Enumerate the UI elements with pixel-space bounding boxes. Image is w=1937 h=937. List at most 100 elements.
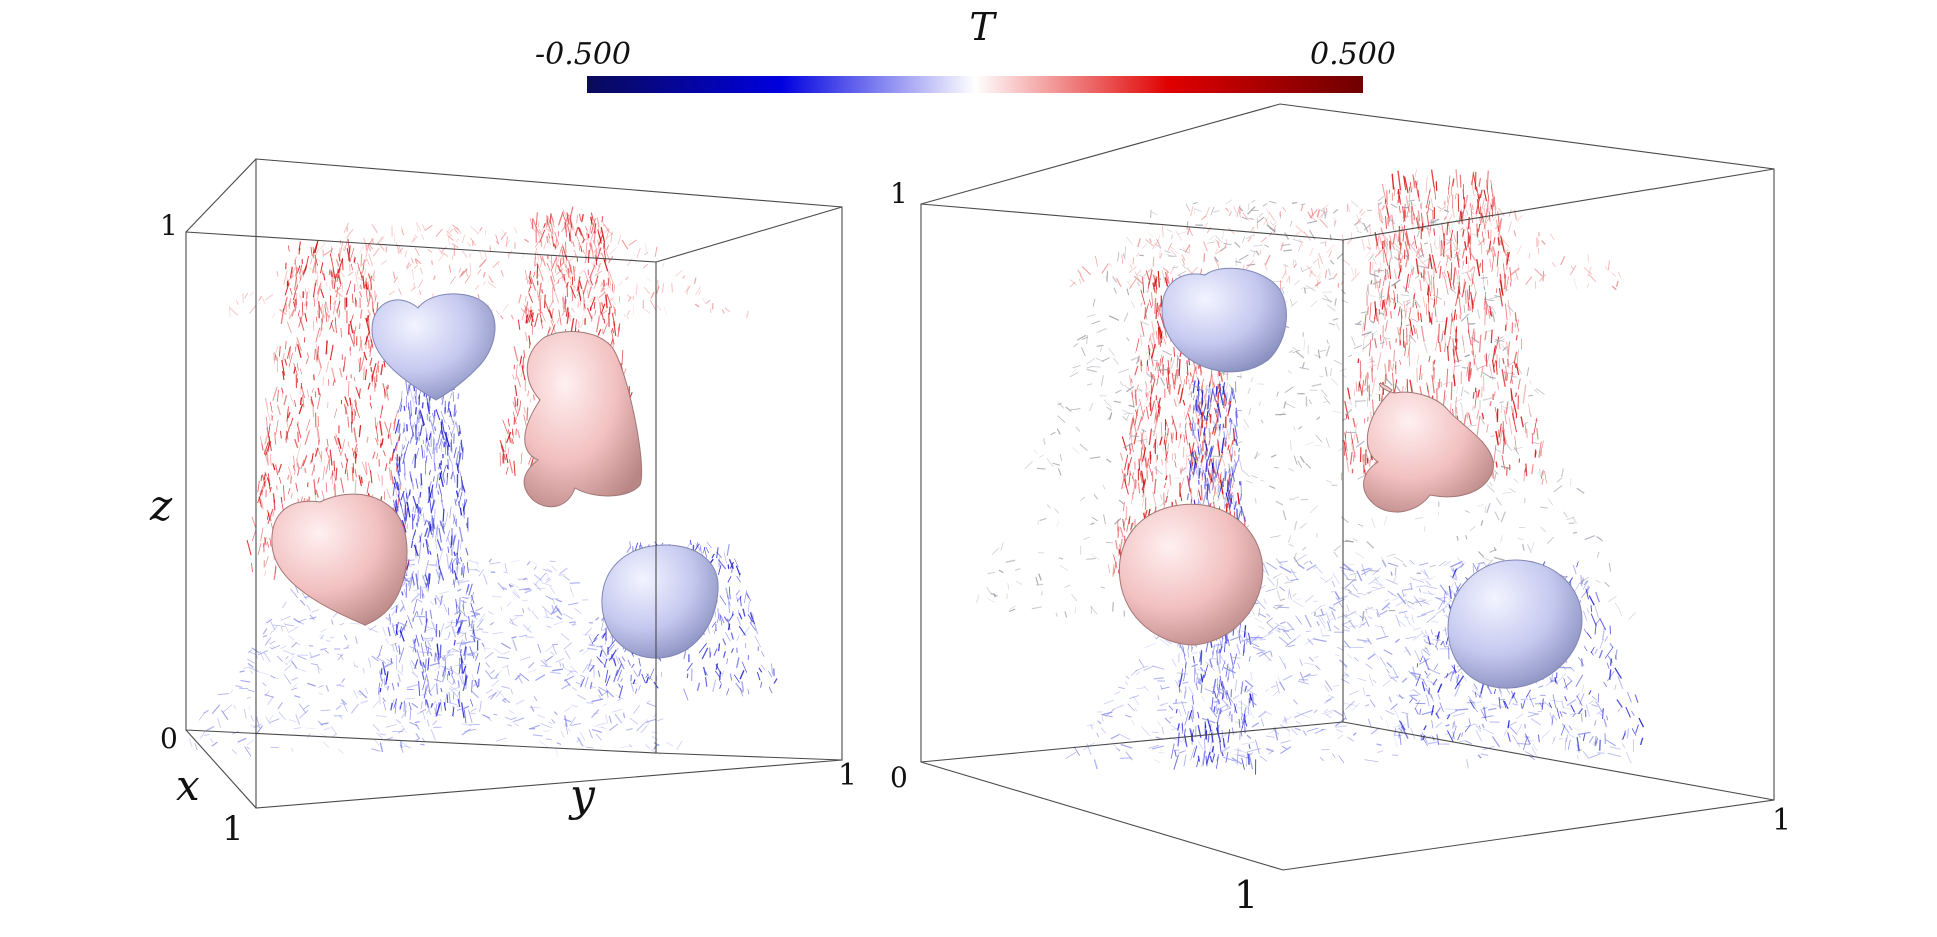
- vector-arrow: [389, 457, 391, 464]
- vector-arrow: [436, 644, 440, 661]
- vector-arrow: [515, 364, 518, 380]
- vector-arrow: [512, 431, 515, 439]
- vector-arrow: [446, 443, 449, 456]
- vector-arrow: [344, 453, 348, 462]
- vector-arrow: [438, 547, 444, 563]
- vector-arrow: [428, 448, 433, 460]
- vector-arrow: [396, 625, 407, 633]
- vector-arrow: [569, 283, 577, 289]
- vector-arrow: [310, 257, 313, 265]
- vector-arrow: [566, 670, 572, 677]
- vector-arrow: [552, 668, 563, 672]
- vector-arrow: [400, 443, 404, 456]
- vector-arrow: [460, 268, 468, 277]
- vector-arrow: [1135, 340, 1140, 354]
- vector-arrow: [331, 472, 334, 485]
- vector-arrow: [455, 562, 461, 570]
- vector-arrow: [472, 648, 480, 656]
- vector-arrow: [520, 308, 526, 313]
- vector-arrow: [443, 474, 445, 483]
- vector-arrow: [258, 671, 269, 675]
- vector-arrow: [579, 213, 582, 221]
- vector-arrow: [365, 281, 369, 290]
- vector-arrow: [321, 270, 324, 275]
- vector-arrow: [485, 688, 493, 694]
- vector-arrow: [318, 684, 324, 688]
- vector-arrow: [573, 265, 576, 282]
- vector-arrow: [442, 508, 445, 522]
- vector-arrow: [1184, 691, 1186, 699]
- vector-arrow: [479, 700, 482, 712]
- vector-arrow: [256, 716, 261, 728]
- vector-arrow: [270, 402, 273, 413]
- vector-arrow: [434, 678, 442, 683]
- vector-arrow: [546, 235, 549, 244]
- vector-arrow: [211, 741, 218, 747]
- vector-arrow: [398, 728, 405, 734]
- vector-arrow: [456, 463, 459, 471]
- vector-arrow: [573, 225, 575, 234]
- vector-arrow: [553, 243, 557, 249]
- vector-arrow: [1183, 754, 1187, 767]
- vector-arrow: [338, 247, 341, 258]
- vector-arrow: [485, 662, 491, 668]
- vector-arrow: [717, 557, 721, 568]
- vector-arrow: [546, 328, 551, 337]
- vector-arrow: [365, 287, 368, 302]
- vector-arrow: [468, 583, 473, 596]
- vector-arrow: [325, 482, 328, 493]
- vector-arrow: [355, 271, 359, 287]
- vector-arrow: [1541, 471, 1543, 480]
- vector-arrow: [264, 555, 269, 567]
- vector-arrow: [747, 614, 754, 623]
- vector-arrow: [446, 472, 449, 478]
- vector-arrow: [478, 627, 484, 631]
- vector-arrow: [1490, 204, 1493, 210]
- vector-arrow: [420, 608, 424, 616]
- vector-arrow: [693, 277, 697, 284]
- vector-arrow: [419, 491, 422, 498]
- vector-arrow: [547, 326, 552, 336]
- vector-arrow: [217, 693, 229, 695]
- vector-arrow: [1511, 365, 1513, 374]
- vector-arrow: [399, 622, 408, 627]
- vector-arrow: [393, 418, 396, 431]
- vector-arrow: [562, 296, 565, 313]
- vector-arrow: [369, 625, 377, 631]
- vector-arrow: [478, 250, 483, 260]
- vector-arrow: [239, 670, 245, 673]
- vector-arrow: [582, 663, 589, 673]
- vector-arrow: [410, 400, 412, 416]
- vector-arrow: [1129, 470, 1132, 476]
- vector-arrow: [440, 698, 442, 712]
- vector-arrow: [533, 582, 542, 591]
- vector-arrow: [1369, 302, 1372, 321]
- vector-arrow: [367, 238, 374, 247]
- vector-arrow: [406, 495, 409, 500]
- vector-arrow: [768, 686, 773, 694]
- vector-arrow: [429, 419, 435, 435]
- colorbar-gradient: [587, 76, 1363, 93]
- vector-arrow: [411, 269, 415, 280]
- vector-arrow: [590, 212, 594, 221]
- vector-arrow: [362, 667, 366, 674]
- vector-arrow: [465, 583, 469, 595]
- vector-arrow: [518, 635, 528, 638]
- vector-arrow: [411, 431, 414, 440]
- vector-arrow: [594, 309, 597, 316]
- vector-arrow: [389, 617, 391, 625]
- vector-arrow: [628, 239, 637, 246]
- vector-arrow: [276, 655, 284, 663]
- vector-arrow: [421, 445, 424, 459]
- vector-arrow: [264, 293, 274, 301]
- vector-arrow: [552, 281, 559, 288]
- vector-arrow: [393, 409, 399, 425]
- vector-arrow: [482, 714, 491, 719]
- vector-arrow: [406, 263, 412, 270]
- vector-arrow: [1217, 412, 1220, 423]
- vector-arrow: [1517, 378, 1521, 390]
- vector-arrow: [551, 644, 557, 655]
- vector-arrow: [299, 270, 302, 276]
- vector-arrow: [264, 636, 272, 646]
- vector-arrow: [535, 228, 544, 237]
